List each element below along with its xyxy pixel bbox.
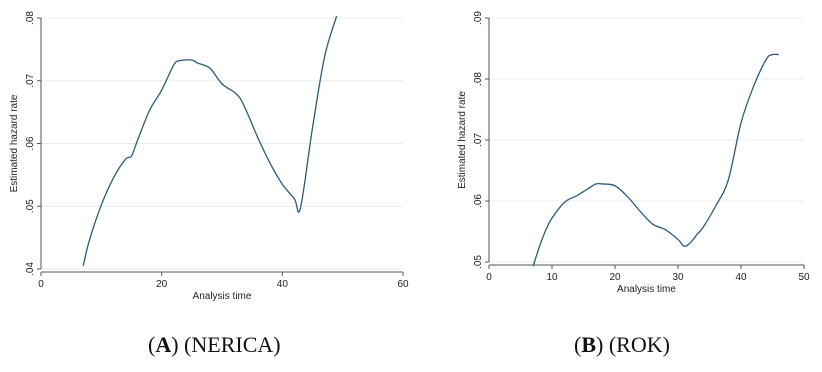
axes bbox=[485, 17, 805, 269]
hazard-curve bbox=[532, 53, 779, 267]
y-tick-label: .06 bbox=[473, 194, 484, 208]
series-lines bbox=[532, 53, 779, 267]
x-tick-label: 40 bbox=[735, 272, 747, 283]
x-tick-label: 0 bbox=[38, 279, 44, 290]
caption-letter: A bbox=[155, 332, 172, 357]
caption-text: (NERICA) bbox=[184, 332, 281, 357]
x-tick-label: 30 bbox=[672, 272, 684, 283]
x-tick-label: 40 bbox=[277, 279, 289, 290]
tick-labels: .04 .05 .06 .07 .08 0 20 40 60 bbox=[25, 11, 409, 290]
x-axis-label: Analysis time bbox=[193, 291, 252, 302]
hazard-chart-rok: .05 .06 .07 .08 .09 0 10 20 30 40 50 Analysis time… bbox=[457, 11, 810, 295]
x-tick-label: 20 bbox=[609, 272, 621, 283]
caption-letter: B bbox=[581, 332, 597, 357]
hazard-curve bbox=[82, 15, 338, 267]
y-tick-label: .06 bbox=[25, 136, 36, 150]
y-tick-label: .07 bbox=[473, 133, 484, 147]
y-tick-label: .07 bbox=[25, 73, 36, 87]
axes bbox=[37, 17, 404, 276]
gridlines bbox=[41, 17, 403, 270]
y-axis-label: Estimated hazard rate bbox=[457, 91, 468, 189]
panel-caption-a: (A) (NERICA) bbox=[148, 332, 281, 357]
y-tick-label: .08 bbox=[473, 72, 484, 86]
x-tick-label: 0 bbox=[486, 272, 492, 283]
y-tick-label: .05 bbox=[25, 199, 36, 213]
tick-labels: .05 .06 .07 .08 .09 0 10 20 30 40 50 bbox=[473, 11, 810, 283]
x-tick-label: 50 bbox=[798, 272, 810, 283]
x-tick-label: 60 bbox=[397, 279, 409, 290]
y-axis-label: Estimated hazard rate bbox=[9, 94, 20, 192]
y-tick-label: .04 bbox=[25, 262, 36, 276]
x-tick-label: 10 bbox=[546, 272, 558, 283]
x-tick-label: 20 bbox=[156, 279, 168, 290]
x-axis-label: Analysis time bbox=[617, 284, 676, 295]
gridlines bbox=[489, 17, 804, 263]
y-tick-label: .05 bbox=[473, 255, 484, 269]
panel-caption-b: (B) (ROK) bbox=[574, 332, 670, 357]
y-tick-label: .09 bbox=[473, 11, 484, 25]
caption-text: (ROK) bbox=[608, 332, 670, 357]
series-lines bbox=[82, 15, 338, 267]
hazard-chart-nerica: .04 .05 .06 .07 .08 0 20 40 60 Analysis time Est… bbox=[9, 11, 409, 302]
y-tick-label: .08 bbox=[25, 11, 36, 25]
